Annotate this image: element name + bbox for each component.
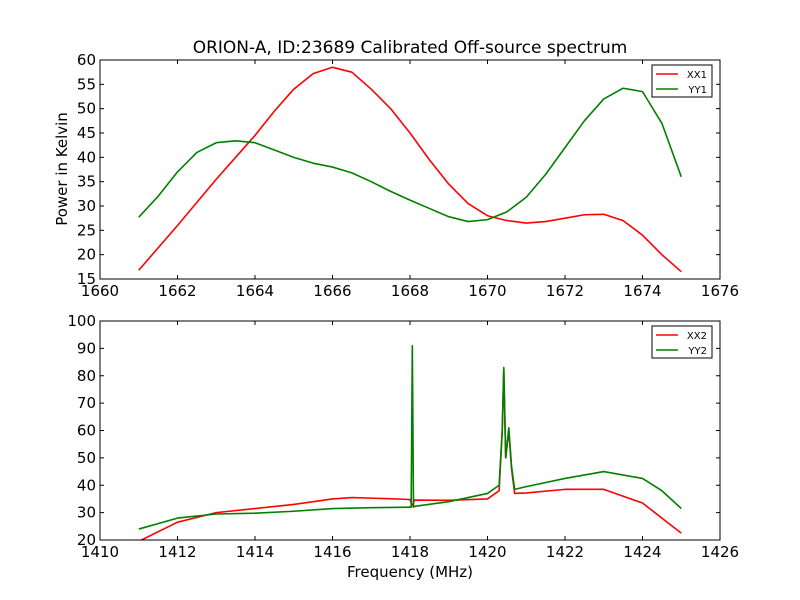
- bottom-x-tick-label: 1424: [623, 543, 661, 561]
- bottom-series-line-xx2: [139, 369, 682, 540]
- bottom-x-tick-label: 1412: [158, 543, 196, 561]
- bottom-legend-label-yy2: YY2: [687, 346, 707, 357]
- bottom-legend-label-xx2: XX2: [687, 331, 707, 342]
- top-y-tick-label: 55: [77, 75, 96, 93]
- chart-title: ORION-A, ID:23689 Calibrated Off-source …: [193, 38, 628, 58]
- bottom-y-tick-label: 40: [77, 476, 96, 494]
- top-y-tick-label: 25: [77, 221, 96, 239]
- bottom-x-tick-label: 1426: [701, 543, 739, 561]
- top-y-tick-label: 15: [77, 270, 96, 288]
- top-legend-box: [651, 64, 713, 98]
- bottom-y-tick-label: 20: [77, 531, 96, 549]
- top-legend-label-xx1: XX1: [687, 70, 707, 81]
- top-legend-label-yy1: YY1: [687, 85, 707, 96]
- bottom-x-tick-label: 1422: [546, 543, 584, 561]
- top-y-tick-label: 45: [77, 124, 96, 142]
- top-x-tick-label: 1672: [546, 282, 584, 300]
- bottom-y-tick-label: 60: [77, 422, 96, 440]
- bottom-x-tick-label: 1418: [391, 543, 429, 561]
- top-x-tick-label: 1670: [468, 282, 506, 300]
- top-x-tick-label: 1664: [236, 282, 274, 300]
- bottom-y-tick-label: 100: [67, 312, 96, 330]
- bottom-y-tick-label: 30: [77, 504, 96, 522]
- top-panel: 1660 1662 1664 1666 1668 1670 1672 1674 1676 15 20…: [77, 51, 739, 300]
- top-x-tick-label: 1676: [701, 282, 739, 300]
- bottom-panel: 1410 1412 1414 1416 1418 1420 1422 1424 1426 20 30…: [67, 312, 739, 561]
- top-x-tick-label: 1674: [623, 282, 661, 300]
- top-series-line-xx1: [138, 66, 682, 273]
- top-x-tick-label: 1666: [313, 282, 351, 300]
- top-series-line-yy1: [138, 87, 683, 223]
- bottom-x-tick-label: 1410: [81, 543, 119, 561]
- top-x-tick-label: 1660: [81, 282, 119, 300]
- top-x-tick-label: 1668: [391, 282, 429, 300]
- bottom-y-tick-label: 80: [77, 367, 96, 385]
- top-y-tick-label: 35: [77, 173, 96, 191]
- x-axis-label: Frequency (MHz): [347, 563, 473, 581]
- bottom-x-tick-label: 1416: [313, 543, 351, 561]
- bottom-y-tick-label: 70: [77, 394, 96, 412]
- bottom-y-tick-label: 90: [77, 339, 96, 357]
- top-y-tick-label: 30: [77, 197, 96, 215]
- top-y-tick-label: 50: [77, 100, 96, 118]
- y-axis-label: Power in Kelvin: [53, 112, 71, 226]
- top-y-tick-label: 40: [77, 148, 96, 166]
- top-y-tick-label: 60: [77, 51, 96, 69]
- bottom-legend-box: [651, 325, 713, 359]
- bottom-x-tick-label: 1420: [468, 543, 506, 561]
- top-y-tick-label: 20: [77, 246, 96, 264]
- bottom-series-line-yy2: [138, 344, 682, 530]
- bottom-y-tick-label: 50: [77, 449, 96, 467]
- top-x-tick-label: 1662: [158, 282, 196, 300]
- bottom-x-tick-label: 1414: [236, 543, 274, 561]
